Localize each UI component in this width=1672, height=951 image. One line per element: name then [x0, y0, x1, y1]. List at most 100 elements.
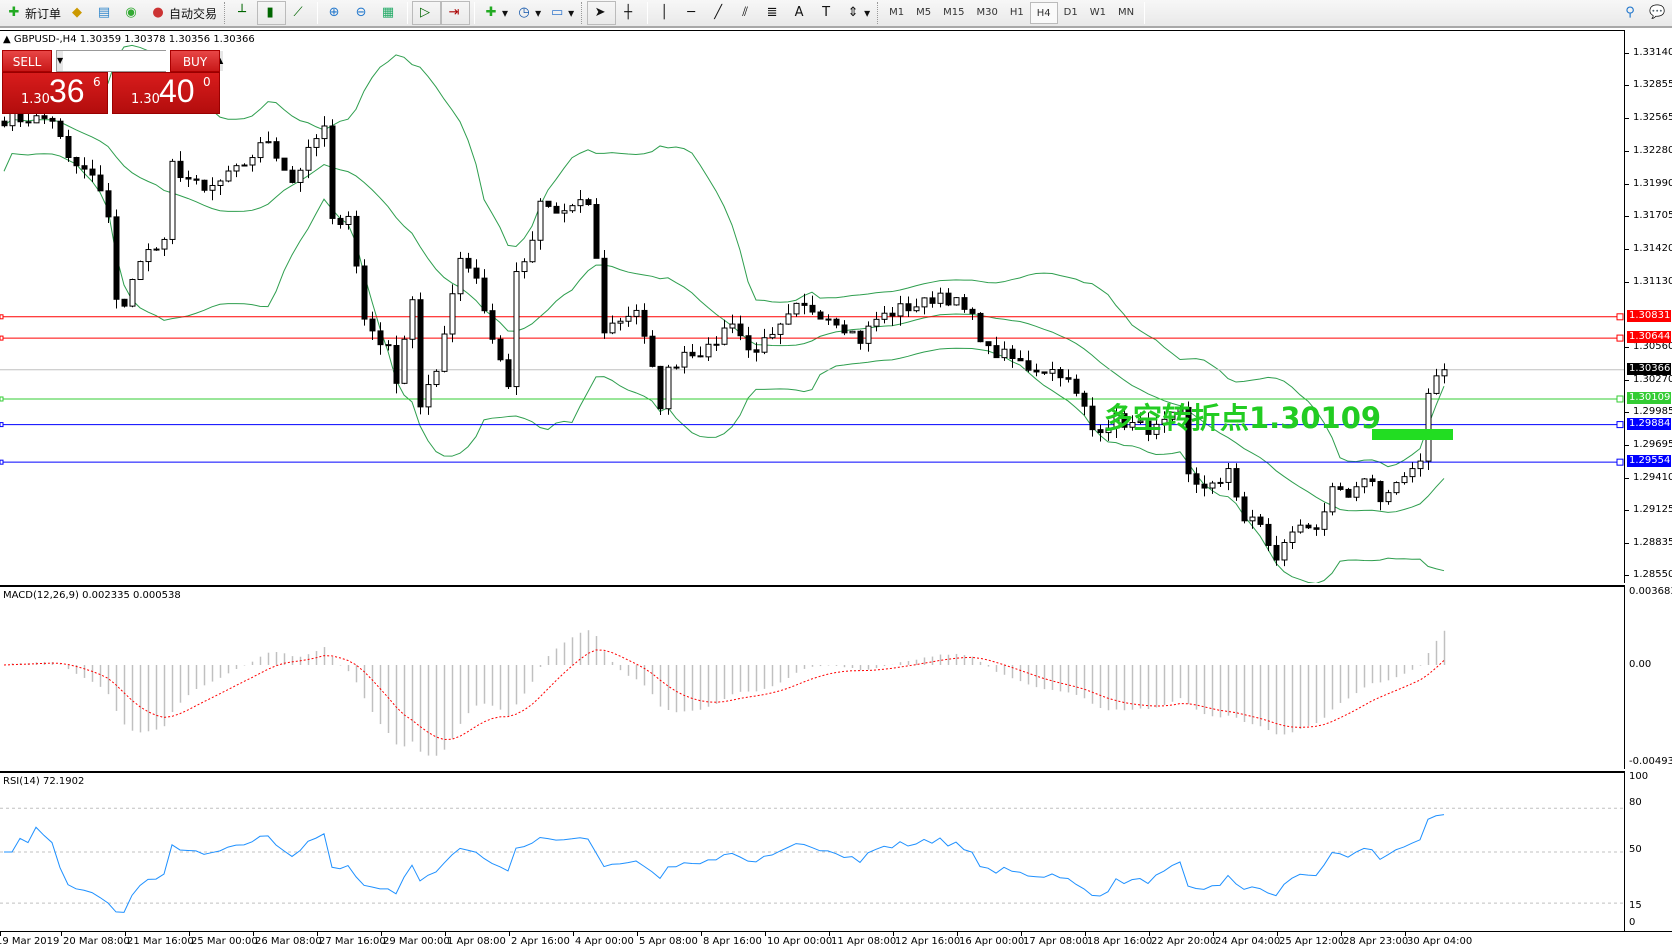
chat-button[interactable]: 💬	[1645, 1, 1672, 25]
navigator-button[interactable]: ▤	[92, 1, 119, 25]
timeframe-w1[interactable]: W1	[1089, 7, 1106, 18]
fibonacci-button[interactable]: ≣	[760, 1, 787, 25]
bull-candle-body	[665, 366, 672, 410]
candle	[281, 157, 288, 171]
lot-increase-button[interactable]: ▲	[217, 51, 224, 71]
macd-pane[interactable]: MACD(12,26,9) 0.002335 0.000538	[0, 585, 1625, 769]
auto-scroll-button[interactable]: ▷	[412, 1, 442, 25]
level-handle[interactable]	[1616, 421, 1624, 429]
zoom-in-button[interactable]: ⊕	[322, 1, 349, 25]
candle	[897, 295, 904, 326]
bear-candle-body	[945, 292, 952, 306]
candlestick-button[interactable]: ▮	[257, 1, 287, 25]
toolbar-grip[interactable]	[581, 2, 584, 24]
candle	[353, 210, 360, 274]
timeframe-m5[interactable]: M5	[916, 7, 932, 18]
bear-candle-body	[113, 216, 120, 300]
bear-candle-body	[1017, 358, 1024, 362]
bull-candle-body	[233, 165, 240, 172]
bull-candle-body	[849, 330, 856, 334]
vertical-line-button[interactable]: │	[652, 1, 679, 25]
bear-candle-body	[809, 304, 816, 313]
indicators-button[interactable]: ✚ ▾	[479, 1, 512, 25]
signals-button[interactable]: ◉	[119, 1, 146, 25]
bull-candle-body	[937, 292, 944, 304]
timeframe-h4[interactable]: H4	[1029, 2, 1058, 24]
bear-candle-body	[1265, 523, 1272, 546]
level-handle[interactable]	[0, 459, 4, 465]
level-price-tag: 1.29884	[1627, 417, 1671, 430]
line-chart-button[interactable]: ⟋	[286, 1, 313, 25]
rsi-pane[interactable]: RSI(14) 72.1902	[0, 771, 1625, 931]
price-axis-label: 1.33140	[1633, 47, 1672, 58]
level-handle[interactable]	[0, 314, 4, 320]
equidistant-channel-button[interactable]: ⫽	[733, 1, 760, 25]
templates-button[interactable]: ▭ ▾	[550, 5, 575, 20]
price-axis-label: 1.32565	[1633, 112, 1672, 124]
text-label-button[interactable]: T	[814, 1, 841, 25]
chart-shift-button[interactable]: ⇥	[441, 1, 471, 25]
bull-candle-body	[33, 115, 40, 124]
zoom-out-button[interactable]: ⊖	[349, 1, 376, 25]
level-handle[interactable]	[1616, 395, 1624, 403]
candle	[105, 183, 112, 224]
rsi-axis-label: 50	[1629, 844, 1642, 855]
rsi-axis-label: 100	[1629, 771, 1649, 782]
bear-candle-body	[801, 302, 808, 306]
bull-candle-body	[409, 299, 416, 340]
candle	[1321, 502, 1328, 536]
toolbar-grip[interactable]	[224, 2, 227, 24]
bear-candle-body	[1041, 371, 1048, 374]
main-chart-pane[interactable]: ▲ GBPUSD-,H4 1.30359 1.30378 1.30356 1.3…	[0, 30, 1625, 583]
candle	[1129, 415, 1136, 431]
level-handle[interactable]	[0, 335, 4, 341]
timeframe-h1[interactable]: H1	[1009, 7, 1024, 18]
bull-candle-body	[865, 325, 872, 344]
sell-button[interactable]: SELL	[2, 50, 52, 72]
horizontal-line-button[interactable]: ─	[679, 1, 706, 25]
level-handle[interactable]	[1616, 458, 1624, 466]
clock-icon: ◷	[518, 5, 530, 20]
arrows-button[interactable]: ⇕ ▾	[841, 1, 874, 25]
auto-trading-button[interactable]: ● 自动交易	[146, 1, 221, 25]
periods-button[interactable]: ◷ ▾	[512, 1, 545, 25]
timeframe-m30[interactable]: M30	[976, 7, 998, 18]
bear-candle-body	[361, 265, 368, 320]
search-button[interactable]: ⚲	[1618, 1, 1645, 25]
tile-windows-button[interactable]: ▦	[376, 1, 403, 25]
bar-chart-button[interactable]: ┴	[230, 1, 257, 25]
candle	[217, 179, 224, 195]
buy-price[interactable]: 1.30 40 0	[112, 72, 220, 114]
sell-price[interactable]: 1.30 36 6	[2, 72, 108, 114]
bear-candle-body	[1305, 524, 1312, 529]
level-handle[interactable]	[0, 396, 4, 402]
bull-candle-body	[1129, 421, 1136, 428]
time-axis-label: 12 Apr 16:00	[895, 936, 961, 947]
cursor-button[interactable]: ➤	[587, 1, 617, 25]
level-handle[interactable]	[0, 422, 4, 428]
lot-size-stepper[interactable]: ▼ ▲	[56, 50, 224, 72]
timeframe-m1[interactable]: M1	[889, 7, 905, 18]
bear-candle-body	[41, 115, 48, 119]
buy-button[interactable]: BUY	[170, 50, 220, 72]
crosshair-button[interactable]: ┼	[616, 1, 643, 25]
text-button[interactable]: A	[787, 1, 814, 25]
bear-candle-body	[745, 335, 752, 351]
timeframe-d1[interactable]: D1	[1063, 7, 1078, 18]
level-handle[interactable]	[1616, 334, 1624, 342]
bear-candle-body	[977, 312, 984, 343]
bull-candle-body	[137, 261, 144, 281]
candle	[433, 369, 440, 387]
annotation-marker	[1372, 429, 1453, 440]
toolbar-grip[interactable]	[877, 2, 880, 24]
lot-decrease-button[interactable]: ▼	[57, 51, 64, 71]
candle	[1297, 519, 1304, 534]
level-handle[interactable]	[1616, 313, 1624, 321]
timeframe-m15[interactable]: M15	[943, 7, 965, 18]
bull-candle-body	[921, 297, 928, 308]
market-watch-button[interactable]: ◆	[65, 1, 92, 25]
timeframe-mn[interactable]: MN	[1117, 7, 1135, 18]
trendline-button[interactable]: ╱	[706, 1, 733, 25]
chat-icon: 💬	[1649, 5, 1666, 20]
new-order-button[interactable]: ✚ 新订单	[2, 1, 65, 25]
